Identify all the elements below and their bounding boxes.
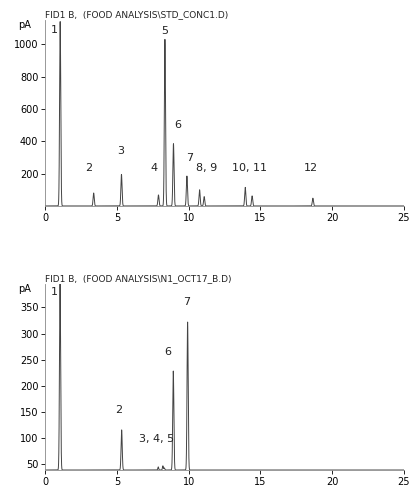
Text: 1: 1: [51, 287, 58, 297]
Y-axis label: pA: pA: [18, 20, 31, 30]
Y-axis label: pA: pA: [18, 284, 31, 294]
Text: 6: 6: [174, 120, 181, 130]
Text: 5: 5: [161, 26, 168, 36]
Text: 6: 6: [164, 347, 171, 357]
Text: 10, 11: 10, 11: [232, 163, 267, 173]
Text: 7: 7: [183, 298, 190, 308]
Text: 7: 7: [186, 153, 193, 163]
Text: 3: 3: [117, 146, 124, 156]
Text: 3, 4, 5: 3, 4, 5: [138, 434, 173, 444]
Text: 2: 2: [85, 163, 93, 173]
Text: 2: 2: [116, 406, 123, 415]
Text: 1: 1: [51, 24, 58, 34]
Text: FID1 B,  (FOOD ANALYSIS\N1_OCT17_B.D): FID1 B, (FOOD ANALYSIS\N1_OCT17_B.D): [45, 274, 232, 283]
Text: 4: 4: [151, 163, 158, 173]
Text: FID1 B,  (FOOD ANALYSIS\STD_CONC1.D): FID1 B, (FOOD ANALYSIS\STD_CONC1.D): [45, 10, 229, 19]
Text: 12: 12: [303, 163, 318, 173]
Text: 8, 9: 8, 9: [196, 163, 217, 173]
